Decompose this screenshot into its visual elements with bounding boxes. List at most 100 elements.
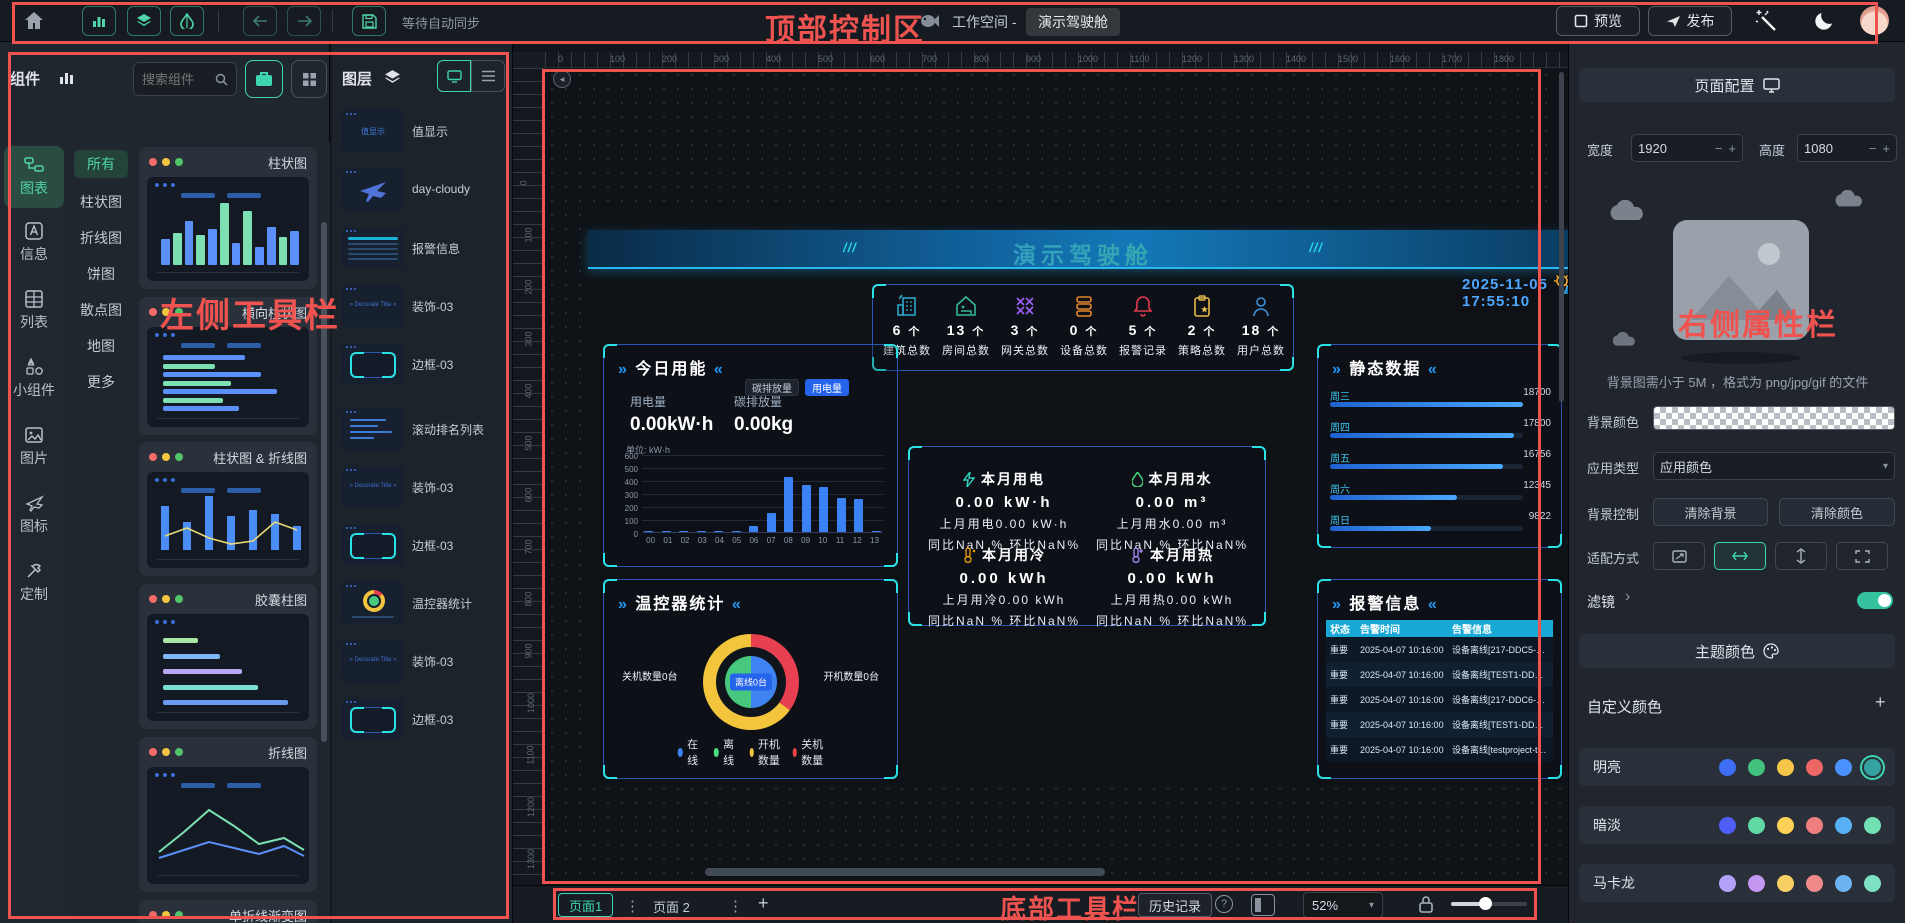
panel-layout-icon[interactable] [1251,894,1275,916]
save-button[interactable] [352,6,386,36]
category-scatter[interactable]: 散点图 [80,302,122,318]
clear-color-button[interactable]: 清除颜色 [1779,498,1895,526]
home-icon[interactable] [22,9,46,33]
user-avatar[interactable] [1860,6,1889,35]
layer-item-value-display[interactable]: 值显示 值显示 [342,108,507,154]
history-button[interactable]: 历史记录 [1138,893,1213,917]
rail-item-images[interactable]: 图片 [4,416,64,478]
layer-thumbnail-view-button[interactable] [437,60,471,92]
project-name-badge[interactable]: 演示驾驶舱 [1026,8,1120,36]
undo-button[interactable] [243,6,277,36]
component-card-line[interactable]: 折线图 [139,737,317,892]
page-tab-2[interactable]: 页面 2 [653,900,690,915]
rail-item-icons[interactable]: 图标 [4,484,64,546]
theme-color-dot[interactable] [1748,874,1765,892]
details-toggle-button[interactable] [170,6,204,36]
layer-item-alarm-info[interactable]: 报警信息 [342,225,507,271]
add-custom-color-button[interactable]: + [1875,692,1886,712]
layer-item-day-cloudy[interactable]: day-cloudy [342,166,507,212]
theme-color-dot[interactable] [1748,816,1765,834]
component-card-bar[interactable]: 柱状图 [139,147,317,289]
theme-color-dot[interactable] [1719,758,1736,776]
rail-item-charts[interactable]: 图表 [4,146,64,208]
search-input[interactable] [142,71,215,87]
layer-item-decor[interactable]: » Decorate Title « 装饰-03 [342,638,507,684]
layer-item-border[interactable]: 边框-03 [342,696,507,742]
layer-list-view-button[interactable] [471,60,505,92]
filter-expand-chevron-icon[interactable]: › [1625,588,1631,605]
fit-mode-stretch-button[interactable] [1836,542,1888,570]
fit-mode-scale-button[interactable] [1653,542,1705,570]
canvas-area[interactable]: ◂ /// /// 演示驾驶舱 2025-11-05 17:55:10 6 个 … [545,68,1578,885]
add-page-button[interactable]: + [758,893,769,913]
zoom-select[interactable]: 52% ▾ [1303,892,1383,918]
theme-color-dot[interactable] [1777,874,1794,892]
zoom-slider[interactable] [1451,897,1527,910]
filter-toggle[interactable] [1857,592,1893,609]
bg-color-swatch[interactable] [1653,406,1895,430]
fit-mode-height-button[interactable] [1775,542,1827,570]
rail-item-custom[interactable]: 定制 [4,552,64,614]
page2-menu-icon[interactable]: ⋮ [728,898,744,915]
theme-color-dot[interactable] [1864,758,1881,776]
background-upload-area[interactable] [1569,172,1905,402]
category-all[interactable]: 所有 [74,150,128,178]
page1-menu-icon[interactable]: ⋮ [625,898,641,915]
grid-view-button[interactable] [291,60,327,98]
layers-toggle-button[interactable] [127,6,161,36]
canvas-vertical-scrollbar[interactable] [1559,72,1564,402]
height-stepper[interactable]: 1080 − + [1797,134,1897,162]
redo-button[interactable] [287,6,321,36]
category-bar[interactable]: 柱状图 [80,194,122,210]
canvas-horizontal-scrollbar[interactable] [705,868,1105,876]
component-card-bar-line[interactable]: 柱状图 & 折线图 [139,442,317,576]
clear-background-button[interactable]: 清除背景 [1653,498,1768,526]
legend-electricity[interactable]: 用电量 [805,379,849,396]
theme-row-macaron[interactable]: 马卡龙 [1579,864,1895,902]
help-icon[interactable]: ? [1215,895,1233,913]
app-type-select[interactable]: 应用颜色 ▾ [1653,452,1895,480]
component-list-scrollbar[interactable] [321,222,327,742]
theme-row-dim[interactable]: 暗淡 [1579,806,1895,844]
width-plus-icon[interactable]: + [1728,140,1736,156]
single-column-view-button[interactable] [245,60,283,98]
dark-mode-moon-icon[interactable] [1812,9,1836,33]
component-search[interactable] [133,62,237,96]
layer-item-decor[interactable]: » Decorate Title « 装饰-03 [342,464,507,510]
theme-color-dot[interactable] [1719,874,1736,892]
component-card-gradient-line[interactable]: 单折线渐变图 [139,900,317,923]
page-tab-1[interactable]: 页面1 [558,893,614,917]
component-card-capsule[interactable]: 胶囊柱图 [139,584,317,729]
zoom-slider-handle[interactable] [1479,897,1492,910]
rail-item-widgets[interactable]: 小组件 [4,348,64,410]
width-minus-icon[interactable]: − [1714,140,1723,156]
layer-item-border[interactable]: 边框-03 [342,341,507,387]
theme-color-dot[interactable] [1835,758,1852,776]
legend-carbon[interactable]: 碳排放量 [745,379,799,396]
theme-color-dot[interactable] [1719,816,1736,834]
theme-color-dot[interactable] [1806,816,1823,834]
layer-item-rank-list[interactable]: 滚动排名列表 [342,406,507,452]
dashboard-artboard[interactable]: /// /// 演示驾驶舱 2025-11-05 17:55:10 6 个 建筑… [588,202,1578,786]
layer-item-border[interactable]: 边框-03 [342,522,507,568]
rail-item-info[interactable]: 信息 [4,212,64,274]
width-stepper[interactable]: 1920 − + [1631,134,1743,162]
components-toggle-button[interactable] [82,6,116,36]
theme-row-bright[interactable]: 明亮 [1579,748,1895,786]
category-line[interactable]: 折线图 [80,230,122,246]
component-card-hbar[interactable]: 横向柱状图 [139,297,317,435]
category-pie[interactable]: 饼图 [87,266,115,282]
theme-color-dot[interactable] [1806,874,1823,892]
height-minus-icon[interactable]: − [1868,140,1877,156]
fit-mode-width-button[interactable] [1714,542,1766,570]
rail-item-list[interactable]: 列表 [4,280,64,342]
theme-color-dot[interactable] [1835,816,1852,834]
layer-item-thermostat[interactable]: 温控器统计 [342,580,507,626]
theme-color-dot[interactable] [1777,758,1794,776]
theme-color-dot[interactable] [1864,816,1881,834]
theme-color-dot[interactable] [1835,874,1852,892]
publish-button[interactable]: 发布 [1648,6,1732,36]
theme-color-dot[interactable] [1806,758,1823,776]
theme-color-dot[interactable] [1777,816,1794,834]
category-map[interactable]: 地图 [87,338,115,354]
